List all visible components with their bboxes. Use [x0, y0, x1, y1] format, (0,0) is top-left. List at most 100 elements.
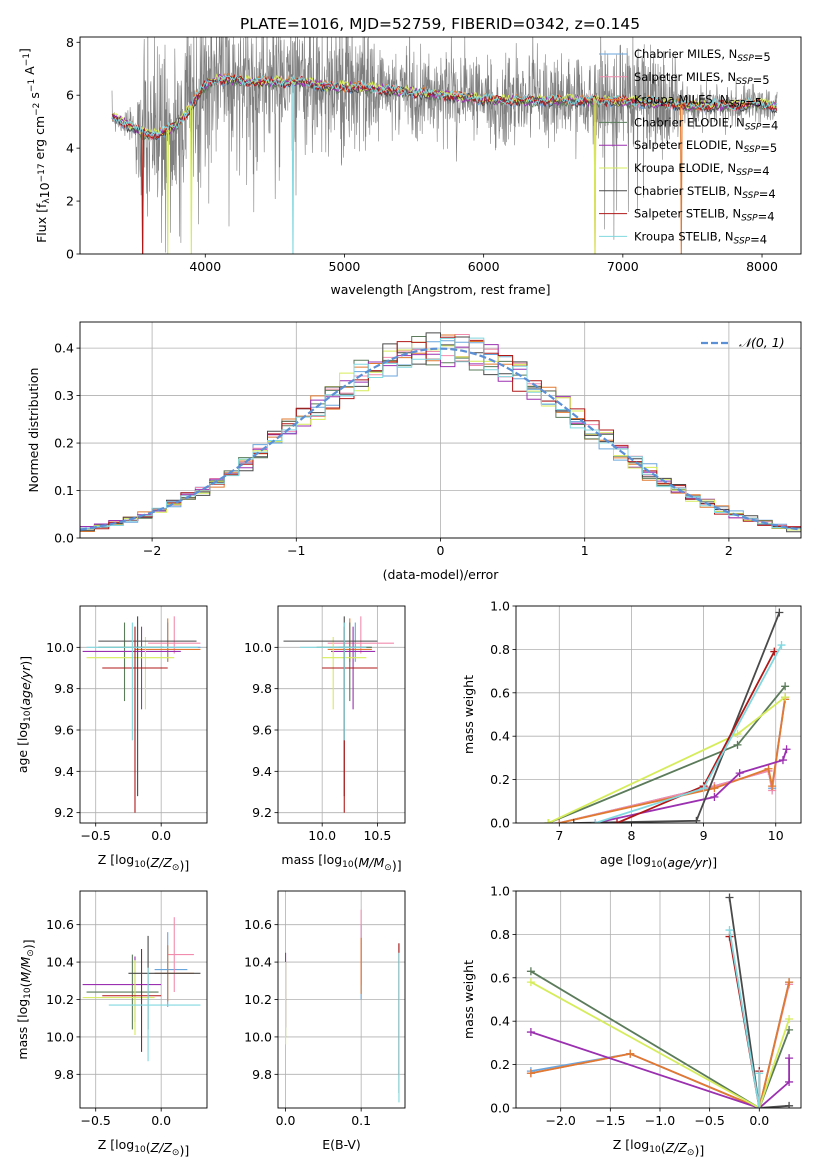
- series-marker-kroupa-elodie: [781, 693, 790, 702]
- legend-entry-normal: 𝒩(0, 1): [739, 335, 785, 350]
- y-tick-label: 0.8: [490, 642, 510, 657]
- x-tick-label: 7000: [607, 259, 639, 274]
- series-marker-salpeter-elodie: [526, 1028, 535, 1037]
- x-tick-label: 8000: [746, 259, 778, 274]
- plot-area: [526, 893, 794, 1108]
- plot-area: [283, 616, 394, 813]
- x-tick-label: 0.0: [151, 828, 171, 843]
- series-marker-chabrier-elodie: [785, 1025, 794, 1034]
- observed-spectrum-line: [111, 37, 778, 253]
- x-tick-label: 4000: [189, 259, 221, 274]
- legend-entry-kroupa-elodie: Kroupa ELODIE, NSSP=4: [634, 161, 770, 178]
- series-marker-kroupa-miles: [555, 819, 564, 823]
- model-dropout-kroupa-stelib: [291, 81, 295, 254]
- y-tick-label: 8: [66, 35, 74, 50]
- errorbar-kroupa-stelib: [86, 622, 198, 741]
- y-tick-label: 1.0: [490, 884, 510, 899]
- x-tick-label: −2.0: [546, 1113, 576, 1128]
- y-tick-label: 9.2: [252, 805, 272, 820]
- series-marker-kroupa-elodie: [733, 730, 742, 739]
- axes: −0.5 0.0 9.8 10.0 10.2 10.4 10.6: [46, 890, 208, 1128]
- series-marker-kroupa-stelib: [755, 1069, 764, 1078]
- x-axis-label: mass [log10(M/M⊙)]: [281, 852, 401, 873]
- y-tick-label: 0.6: [490, 970, 510, 985]
- x-tick-label: −1.5: [595, 1113, 625, 1128]
- y-tick-label: 9.6: [252, 723, 272, 738]
- series-marker-kroupa-elodie: [785, 1015, 794, 1024]
- series-marker-chabrier-stelib: [725, 893, 734, 902]
- x-tick-label: 2: [725, 543, 733, 558]
- series-kroupa-stelib: [725, 926, 764, 1108]
- x-tick-label: −0.5: [694, 1113, 724, 1128]
- y-tick-label: 0.2: [490, 1057, 510, 1072]
- series-marker-chabrier-elodie: [733, 740, 742, 749]
- y-tick-label: 0.4: [54, 341, 74, 356]
- mass-vs-extinction-panel: 0.0 0.1 9.8 10.0 10.2 10.4 10.6 E(B-V): [244, 890, 406, 1152]
- x-tick-label: 5000: [329, 259, 361, 274]
- model-dropout-salpeter-stelib: [141, 132, 144, 254]
- series-marker-kroupa-miles: [785, 978, 794, 987]
- series-marker-kroupa-stelib: [699, 784, 708, 793]
- y-tick-label: 0.2: [490, 772, 510, 787]
- series-marker-chabrier-elodie: [781, 682, 790, 691]
- y-tick-label: 9.4: [252, 764, 272, 779]
- y-tick-label: 10.0: [46, 640, 74, 655]
- errorbar-kroupa-elodie: [82, 960, 155, 1036]
- x-tick-label: 7: [555, 828, 563, 843]
- model-spectrum-kroupa-elodie: [111, 73, 778, 138]
- series-kroupa-elodie: [544, 693, 790, 823]
- y-tick-label: 0.0: [490, 1101, 510, 1116]
- series-line-chabrier-elodie: [530, 970, 790, 1108]
- model-dropout-kroupa-elodie: [190, 105, 193, 254]
- axes-frame: [277, 605, 406, 824]
- y-tick-label: 10.2: [46, 992, 74, 1007]
- y-tick-label: 0.0: [490, 816, 510, 831]
- mass-weight-vs-age-panel: 7 8 9 10 0.0 0.2 0.4 0.6 0.8 1.0 mass weight age [l…: [461, 599, 802, 870]
- series-marker-kroupa-miles: [764, 764, 773, 773]
- x-tick-label: 1: [581, 543, 589, 558]
- y-tick-label: 0.0: [54, 531, 74, 546]
- y-tick-label: 0.4: [490, 1014, 510, 1029]
- legend-entry-salpeter-elodie: Salpeter ELODIE, NSSP=5: [634, 138, 777, 155]
- legend-entry-chabrier-miles: Chabrier MILES, NSSP=5: [634, 47, 771, 64]
- y-tick-label: 10.2: [244, 992, 272, 1007]
- x-tick-label: −1: [287, 543, 305, 558]
- legend-entry-chabrier-elodie: Chabrier ELODIE, NSSP=4: [634, 115, 778, 132]
- legend-entry-salpeter-miles: Salpeter MILES, NSSP=5: [634, 70, 770, 87]
- x-tick-label: −0.5: [81, 1113, 111, 1128]
- axes: 4000 5000 6000 7000 8000 0 2 4 6 8: [66, 35, 802, 274]
- y-tick-label: 9.8: [252, 1067, 272, 1082]
- y-tick-label: 10.6: [244, 917, 272, 932]
- y-tick-label: 10.4: [244, 955, 272, 970]
- x-tick-label: 0.0: [276, 1113, 296, 1128]
- x-tick-label: 0: [437, 543, 445, 558]
- axes-frame: [515, 890, 802, 1109]
- y-tick-label: 1.0: [490, 599, 510, 614]
- y-tick-label: 9.8: [252, 681, 272, 696]
- axes: 7 8 9 10 0.0 0.2 0.4 0.6 0.8 1.0: [490, 599, 802, 843]
- y-tick-label: 9.6: [54, 723, 74, 738]
- series-line-kroupa-miles: [530, 981, 790, 1108]
- y-tick-label: 9.8: [54, 681, 74, 696]
- plot-area: [82, 917, 201, 1062]
- series-marker-chabrier-elodie: [526, 967, 535, 976]
- x-tick-label: 0.0: [749, 1113, 769, 1128]
- errorbar-chabrier-elodie: [86, 954, 159, 1030]
- spectrum-panel: 4000 5000 6000 7000 8000 0 2 4 6 8 wavelength [Ang…: [17, 35, 802, 297]
- x-axis-label: age [log10(age/yr)]: [600, 852, 717, 870]
- series-marker-salpeter-elodie: [782, 745, 791, 754]
- y-tick-label: 4: [66, 141, 74, 156]
- series-marker-kroupa-miles: [626, 1049, 635, 1058]
- grid-lines: [80, 891, 207, 1108]
- y-tick-label: 0.6: [490, 685, 510, 700]
- y-axis-label: Normed distribution: [26, 368, 41, 493]
- legend-entry-salpeter-stelib: Salpeter STELIB, NSSP=4: [634, 207, 775, 224]
- series-marker-chabrier-stelib: [775, 608, 784, 617]
- series-line-chabrier-stelib: [728, 897, 790, 1108]
- residual-histogram-panel: −2 −1 0 1 2 0.0 0.1 0.2 0.3 0.4 (data-model)/error…: [26, 321, 802, 582]
- axes: 0.0 0.1 9.8 10.0 10.2 10.4 10.6: [244, 890, 406, 1128]
- model-dropout-kroupa-elodie: [593, 100, 597, 254]
- series-chabrier-stelib: [569, 608, 784, 823]
- y-axis-label: mass weight: [461, 960, 476, 1039]
